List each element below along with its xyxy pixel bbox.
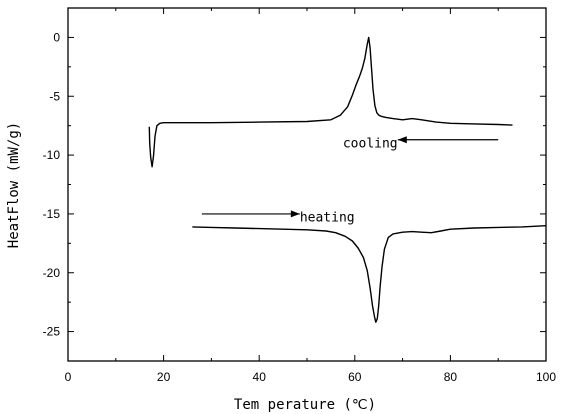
heating-curve bbox=[192, 225, 547, 323]
x-tick-label: 60 bbox=[348, 370, 362, 384]
plot-area: 0 20 40 60 80 100 0 -5 -10 -15 -20 -25 cooling heatin… bbox=[43, 7, 556, 384]
cooling-label: cooling bbox=[343, 136, 398, 151]
y-axis-title: HeatFlow (mW/g) bbox=[6, 122, 22, 248]
x-tick-label: 100 bbox=[536, 370, 556, 384]
y-tick-label: -25 bbox=[43, 325, 61, 339]
y-tick-label: 0 bbox=[53, 30, 60, 44]
x-tick-label: 0 bbox=[65, 370, 72, 384]
cooling-curve bbox=[148, 36, 513, 168]
y-tick-label: -5 bbox=[49, 89, 60, 103]
x-tick-label: 20 bbox=[157, 370, 171, 384]
cooling-arrow-head bbox=[397, 136, 407, 144]
y-tick-label: -15 bbox=[43, 207, 61, 221]
plot-frame bbox=[67, 7, 547, 362]
x-axis-title: Tem perature (℃) bbox=[234, 397, 376, 413]
y-tick-label: -10 bbox=[43, 148, 61, 162]
heating-label: heating bbox=[300, 210, 355, 225]
x-tick-label: 40 bbox=[253, 370, 267, 384]
x-tick-label: 80 bbox=[444, 370, 458, 384]
heating-arrow-head bbox=[290, 210, 300, 218]
y-tick-label: -20 bbox=[43, 266, 61, 280]
